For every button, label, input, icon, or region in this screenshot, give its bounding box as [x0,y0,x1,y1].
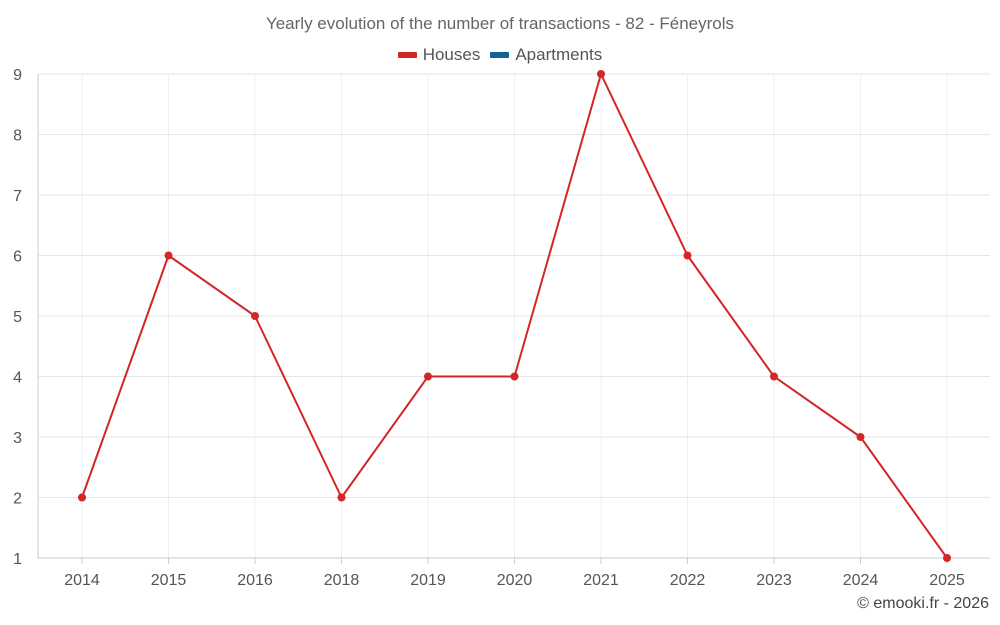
chart-legend: Houses Apartments [0,45,1000,65]
x-tick-label: 2019 [410,572,446,589]
y-tick-label: 5 [13,309,22,326]
credit-text: © emooki.fr - 2026 [857,595,989,612]
data-point [424,372,432,381]
chart-title: Yearly evolution of the number of transa… [265,14,735,33]
x-tick-label: 2014 [64,572,100,589]
y-tick-label: 1 [13,551,22,568]
legend-label-houses: Houses [422,45,481,64]
legend-label-apartments: Apartments [515,45,603,64]
data-point [943,554,951,562]
y-tick-label: 9 [13,67,22,84]
data-point [856,433,865,441]
legend-swatch-apartments [490,52,510,58]
x-tick-label: 2016 [237,572,273,589]
x-tick-label: 2024 [843,572,879,589]
y-tick-label: 2 [13,491,22,508]
data-point [683,251,692,260]
y-tick-label: 7 [13,188,22,205]
legend-swatch-houses [397,52,417,58]
x-tick-label: 2018 [324,572,360,589]
y-tick-label: 6 [13,249,22,266]
y-tick-label: 8 [13,128,22,145]
data-point [337,493,346,502]
data-point [251,312,259,320]
y-tick-label: 3 [13,430,22,447]
data-point [78,493,86,502]
x-tick-label: 2022 [670,572,706,589]
legend-item-apartments[interactable]: Apartments [490,45,602,65]
legend-item-houses[interactable]: Houses [397,45,481,65]
data-point [164,251,173,260]
x-tick-label: 2015 [151,572,187,589]
data-point [597,70,605,78]
data-point [770,372,778,381]
y-tick-label: 4 [13,370,22,387]
data-point [510,372,519,381]
x-tick-label: 2025 [929,572,965,589]
x-tick-label: 2023 [756,572,792,589]
x-tick-label: 2021 [583,572,619,589]
x-tick-label: 2020 [497,572,533,589]
